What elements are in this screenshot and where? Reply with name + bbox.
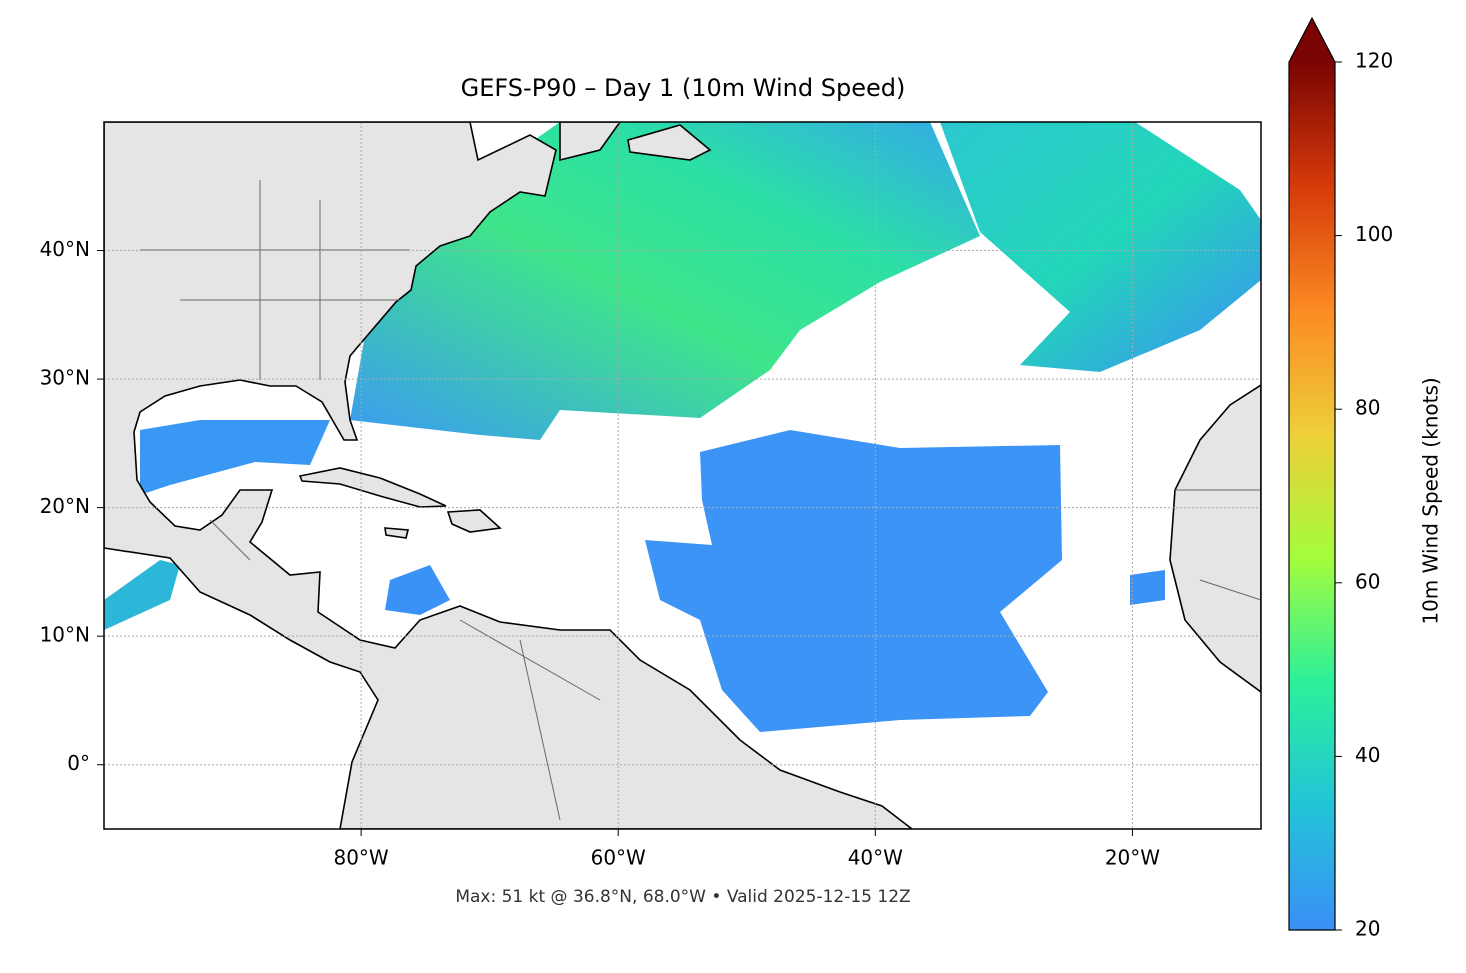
x-tick-label: 20°W	[1105, 846, 1160, 870]
axis-ticks: 80°W 60°W 40°W 20°W 0° 10°N 20°N 30°N 40°N	[40, 237, 1161, 869]
colorbar-scale	[1289, 62, 1335, 930]
colorbar-tick-label: 40	[1355, 743, 1380, 767]
map-note: Max: 51 kt @ 36.8°N, 68.0°W • Valid 2025…	[455, 887, 910, 907]
land	[446, 509, 502, 533]
land	[559, 122, 621, 162]
wind-field	[940, 122, 1261, 372]
colorbar-tick-label: 60	[1355, 569, 1380, 593]
y-tick-label: 40°N	[40, 237, 90, 261]
wind-field	[645, 430, 1062, 732]
colorbar-tick-label: 120	[1355, 49, 1393, 73]
colorbar: 20 40 60 80 100 120 10m Wind Speed (knots)	[1288, 16, 1443, 941]
wind-field	[1130, 570, 1165, 605]
colorbar-tick-label: 20	[1355, 917, 1380, 941]
state-border	[140, 180, 1261, 821]
land	[1169, 384, 1261, 693]
colorbar-tick-label: 80	[1355, 396, 1380, 420]
y-tick-label: 30°N	[40, 366, 90, 390]
wind-field	[140, 420, 330, 495]
y-tick-label: 0°	[67, 751, 90, 775]
map-title: GEFS-P90 – Day 1 (10m Wind Speed)	[461, 74, 906, 102]
map-area	[104, 122, 1261, 829]
wind-field	[104, 560, 180, 630]
x-tick-label: 40°W	[848, 846, 903, 870]
y-tick-label: 10°N	[40, 623, 90, 647]
colorbar-label: 10m Wind Speed (knots)	[1419, 377, 1443, 624]
wind-field	[385, 565, 450, 615]
grid	[104, 122, 1261, 829]
colorbar-extension	[1289, 18, 1335, 62]
land	[104, 122, 914, 829]
colorbar-outline	[1288, 16, 1336, 931]
x-tick-label: 60°W	[591, 846, 646, 870]
map-frame	[103, 121, 1262, 830]
colorbar-tick-label: 100	[1355, 222, 1393, 246]
wind-field	[350, 122, 980, 440]
y-tick-label: 20°N	[40, 494, 90, 518]
land	[298, 467, 447, 508]
x-tick-label: 80°W	[333, 846, 388, 870]
land	[384, 527, 410, 539]
land	[627, 124, 712, 161]
